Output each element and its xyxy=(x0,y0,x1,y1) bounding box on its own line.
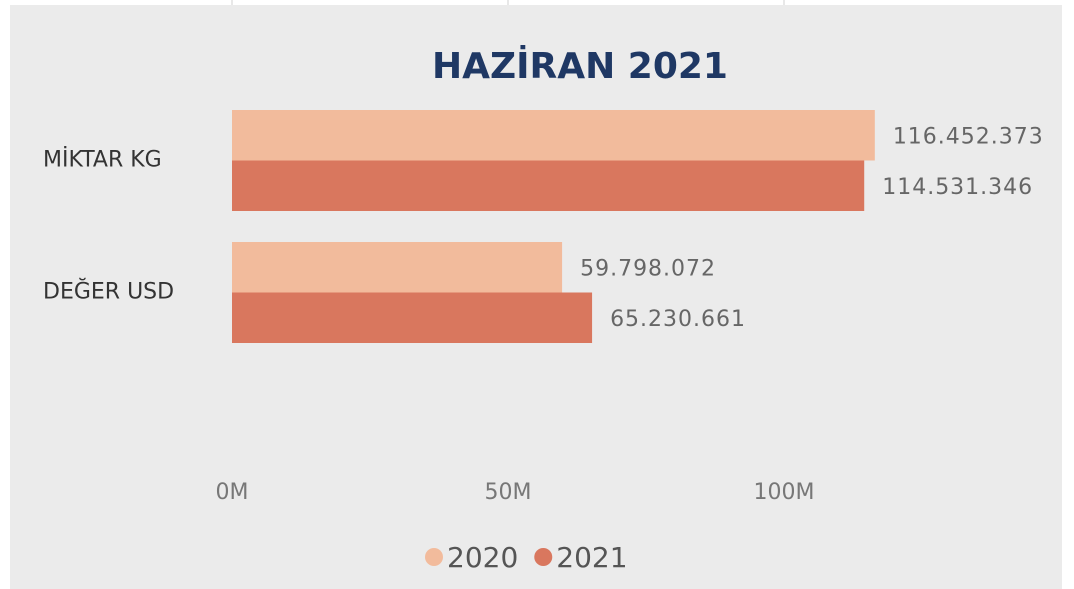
x-tick-label: 50M xyxy=(485,480,532,505)
data-label: 59.798.072 xyxy=(580,256,716,281)
data-label: 114.531.346 xyxy=(882,175,1033,200)
legend-marker xyxy=(425,548,443,566)
legend-marker xyxy=(534,548,553,566)
category-label: MİKTAR KG xyxy=(43,147,162,173)
category-label: DEĞER USD xyxy=(43,279,174,305)
bar xyxy=(232,110,875,161)
legend-label: 2020 xyxy=(447,541,518,574)
bar xyxy=(232,292,593,343)
data-label: 116.452.373 xyxy=(893,124,1044,149)
data-label: 65.230.661 xyxy=(610,307,746,332)
chart-title: HAZİRAN 2021 xyxy=(432,45,728,87)
bar xyxy=(232,160,865,211)
x-tick-label: 100M xyxy=(754,480,815,505)
x-tick-label: 0M xyxy=(216,480,249,505)
legend-label: 2021 xyxy=(556,541,627,574)
bar xyxy=(232,242,563,293)
